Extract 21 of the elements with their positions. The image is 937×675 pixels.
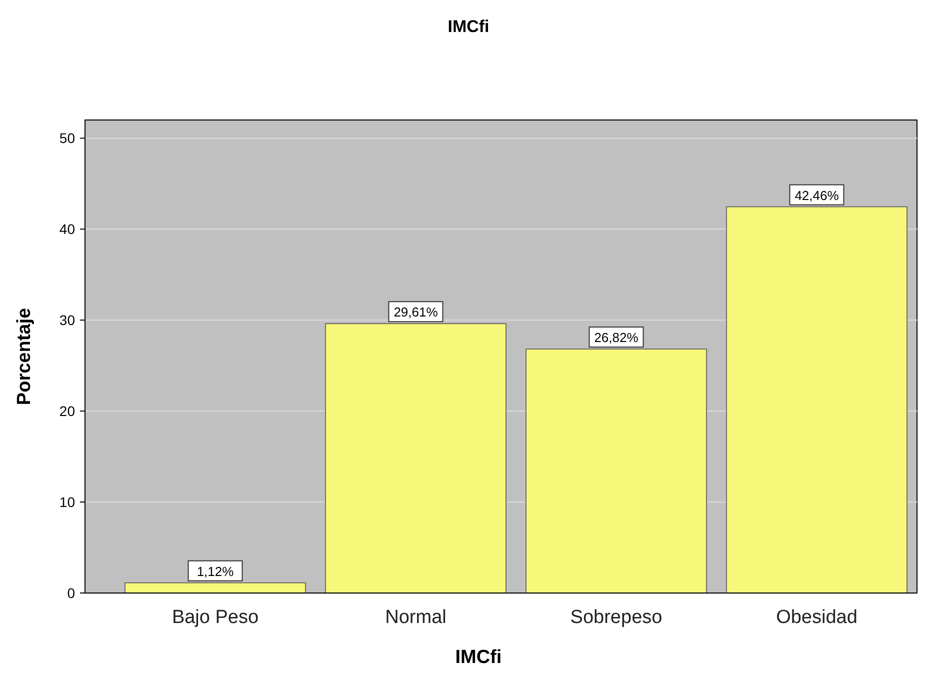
- y-tick-label: 40: [59, 221, 76, 238]
- y-tick-label: 0: [67, 585, 76, 601]
- data-label: 1,12%: [196, 564, 234, 579]
- data-label: 42,46%: [794, 188, 840, 203]
- data-label: 26,82%: [594, 330, 639, 346]
- x-tick-label: Bajo Peso: [172, 607, 259, 628]
- bar: [526, 348, 707, 594]
- y-tick-label: 50: [59, 130, 76, 146]
- y-tick-label: 20: [59, 403, 76, 420]
- y-tick-label: 30: [59, 312, 76, 328]
- bar: [726, 206, 908, 594]
- bar: [325, 323, 506, 594]
- x-tick-label: Sobrepeso: [570, 607, 662, 628]
- x-axis-title: IMCfi: [455, 647, 502, 668]
- bar: [124, 582, 306, 594]
- data-label: 29,61%: [394, 304, 438, 320]
- x-tick-label: Obesidad: [776, 607, 858, 628]
- y-tick-label: 10: [59, 494, 76, 510]
- chart-title: IMCfi: [448, 17, 490, 36]
- y-axis-title: Porcentaje: [14, 308, 35, 406]
- x-tick-label: Normal: [385, 607, 446, 628]
